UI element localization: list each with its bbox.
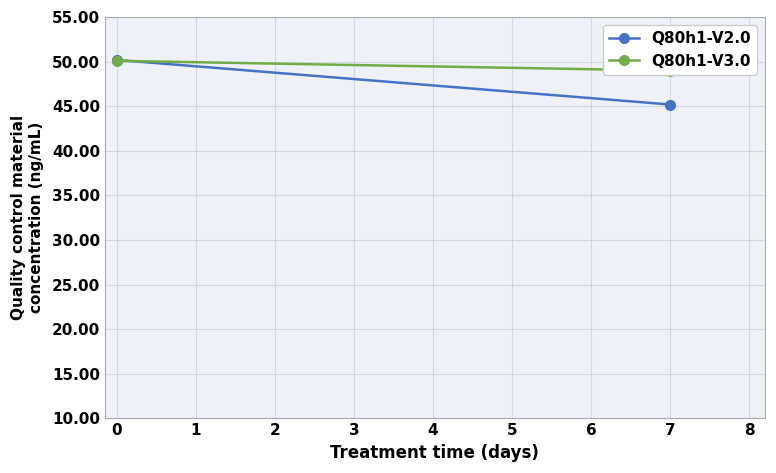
Legend: Q80h1-V2.0, Q80h1-V3.0: Q80h1-V2.0, Q80h1-V3.0 [603,25,757,75]
X-axis label: Treatment time (days): Treatment time (days) [331,444,539,462]
Y-axis label: Quality control material
concentration (ng/mL): Quality control material concentration (… [11,115,43,320]
